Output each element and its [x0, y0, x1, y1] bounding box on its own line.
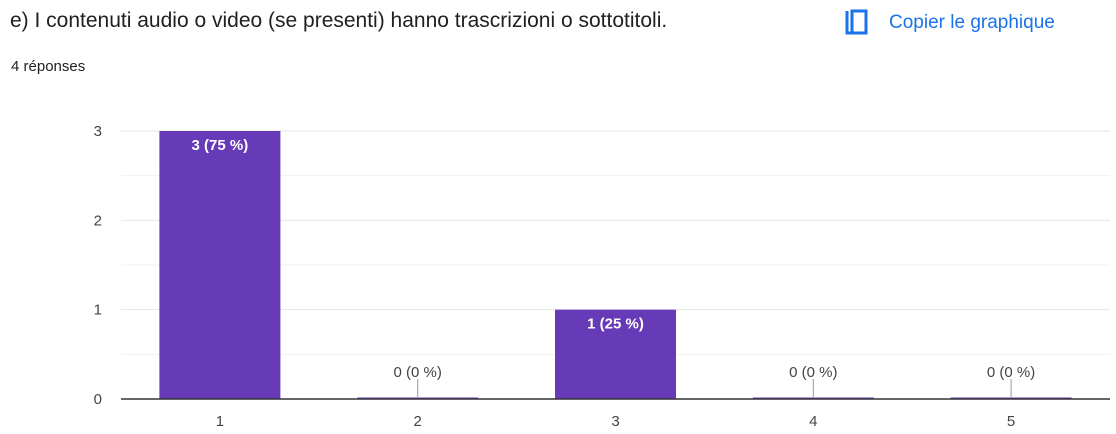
x-tick-label: 2 — [414, 413, 422, 430]
copy-button-label: Copier le graphique — [889, 12, 1055, 33]
data-label: 3 (75 %) — [192, 137, 249, 154]
y-tick-label: 2 — [94, 212, 102, 229]
bar — [555, 309, 676, 399]
data-label: 0 (0 %) — [789, 364, 837, 381]
y-tick-label: 3 — [94, 123, 102, 140]
data-label: 0 (0 %) — [394, 364, 442, 381]
y-tick-label: 1 — [94, 302, 102, 319]
question-title: e) I contenuti audio o video (se present… — [10, 9, 668, 32]
x-tick-label: 3 — [611, 413, 619, 430]
x-tick-label: 4 — [809, 413, 817, 430]
data-label: 1 (25 %) — [587, 316, 644, 333]
copy-icon — [843, 8, 869, 38]
response-count: 4 réponses — [11, 58, 86, 75]
x-tick-label: 5 — [1007, 413, 1015, 430]
data-label: 0 (0 %) — [987, 364, 1035, 381]
bar — [159, 131, 281, 399]
x-tick-label: 1 — [216, 413, 224, 430]
copy-chart-button[interactable]: Copier le graphique — [843, 6, 1055, 40]
y-tick-label: 0 — [94, 391, 102, 408]
